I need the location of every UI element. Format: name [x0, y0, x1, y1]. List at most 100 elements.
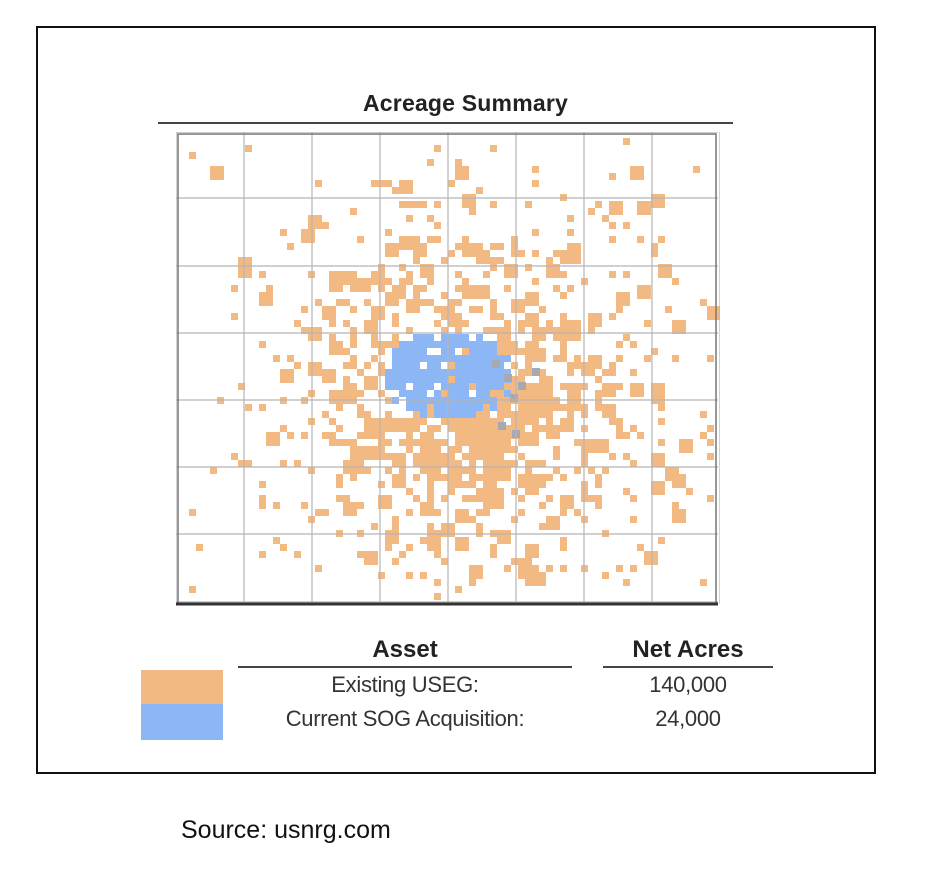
current-sog-tract [455, 376, 462, 383]
current-sog-tract [469, 341, 476, 348]
existing-useg-tract [609, 201, 623, 215]
existing-useg-tract [490, 390, 497, 397]
current-sog-tract [476, 362, 483, 369]
current-sog-tract [420, 334, 427, 341]
existing-useg-tract [469, 208, 476, 215]
existing-useg-tract [490, 544, 497, 551]
existing-useg-tract [280, 544, 287, 551]
current-sog-tract [462, 362, 469, 369]
existing-useg-tract [364, 362, 371, 369]
current-sog-tract [462, 404, 469, 411]
existing-useg-tract [511, 236, 518, 243]
existing-useg-tract [434, 509, 441, 516]
existing-useg-tract [658, 404, 665, 411]
existing-useg-tract [525, 264, 532, 271]
current-sog-tract [413, 383, 420, 390]
existing-useg-tract [413, 201, 420, 208]
current-sog-tract [406, 341, 413, 348]
existing-useg-tract [476, 439, 483, 446]
current-sog-tract [420, 390, 427, 397]
current-sog-tract [413, 362, 420, 369]
existing-useg-tract [546, 523, 553, 530]
current-sog-tract [413, 334, 420, 341]
existing-useg-tract [553, 327, 567, 341]
existing-useg-tract [574, 355, 581, 362]
existing-useg-tract [469, 481, 476, 488]
existing-useg-tract [567, 229, 574, 236]
existing-useg-tract [511, 243, 518, 250]
existing-useg-tract [595, 201, 602, 208]
existing-useg-tract [329, 341, 343, 355]
existing-useg-tract [609, 271, 616, 278]
current-sog-tract [448, 341, 455, 348]
existing-useg-tract [679, 474, 686, 481]
existing-useg-tract [350, 390, 357, 397]
existing-useg-tract [546, 320, 553, 327]
existing-useg-tract [336, 285, 343, 292]
current-sog-tract [462, 411, 469, 418]
existing-useg-tract [455, 516, 462, 523]
current-sog-tract [427, 383, 434, 390]
current-sog-tract [392, 383, 399, 390]
existing-useg-tract [476, 411, 483, 418]
existing-useg-tract [483, 271, 490, 278]
existing-useg-tract [525, 369, 532, 376]
existing-useg-tract [483, 411, 490, 418]
existing-useg-tract [413, 257, 420, 264]
current-sog-tract [483, 362, 490, 369]
current-sog-tract [399, 355, 406, 362]
existing-useg-tract [434, 537, 441, 544]
current-sog-tract [455, 334, 462, 341]
existing-useg-tract [497, 446, 504, 453]
existing-useg-tract [434, 201, 441, 208]
existing-useg-tract [658, 537, 665, 544]
current-sog-tract [420, 355, 427, 362]
existing-useg-tract [406, 299, 420, 313]
existing-useg-tract [392, 516, 399, 523]
current-sog-tract [476, 390, 483, 397]
existing-useg-tract [469, 467, 476, 474]
existing-useg-tract [392, 243, 399, 250]
existing-useg-tract [259, 502, 266, 509]
existing-useg-tract [189, 586, 196, 593]
current-sog-tract [455, 383, 462, 390]
existing-useg-tract [532, 166, 539, 173]
existing-useg-tract [490, 313, 497, 320]
current-sog-tract [420, 341, 427, 348]
existing-useg-tract [371, 453, 378, 460]
existing-useg-tract [378, 348, 385, 355]
existing-useg-tract [560, 250, 574, 264]
existing-useg-tract [560, 404, 567, 411]
existing-useg-tract [497, 453, 504, 460]
existing-useg-tract [357, 369, 364, 376]
existing-useg-tract [462, 348, 469, 355]
existing-useg-tract [679, 516, 686, 523]
existing-useg-tract [427, 159, 434, 166]
existing-useg-tract [609, 369, 616, 376]
existing-useg-tract [504, 285, 511, 292]
existing-useg-tract [560, 313, 567, 320]
existing-useg-tract [553, 467, 560, 474]
existing-useg-tract [336, 299, 343, 306]
existing-useg-tract [399, 201, 406, 208]
existing-useg-tract [560, 537, 567, 544]
existing-useg-tract [483, 509, 490, 516]
existing-useg-tract [455, 474, 462, 481]
existing-useg-tract [574, 383, 581, 390]
existing-useg-tract [574, 509, 581, 516]
existing-useg-tract [378, 285, 385, 292]
current-sog-tract [399, 390, 406, 397]
existing-useg-tract [574, 404, 581, 411]
existing-useg-tract [350, 334, 357, 341]
existing-useg-tract [371, 418, 378, 425]
existing-useg-tract [539, 376, 546, 383]
existing-useg-tract [392, 523, 399, 530]
existing-useg-tract [497, 439, 504, 446]
existing-useg-tract [518, 439, 525, 446]
existing-useg-tract [511, 558, 518, 565]
existing-useg-tract [483, 327, 490, 334]
existing-useg-tract [490, 145, 497, 152]
existing-useg-tract [420, 201, 427, 208]
existing-useg-tract [336, 474, 343, 481]
existing-useg-tract [525, 348, 532, 355]
